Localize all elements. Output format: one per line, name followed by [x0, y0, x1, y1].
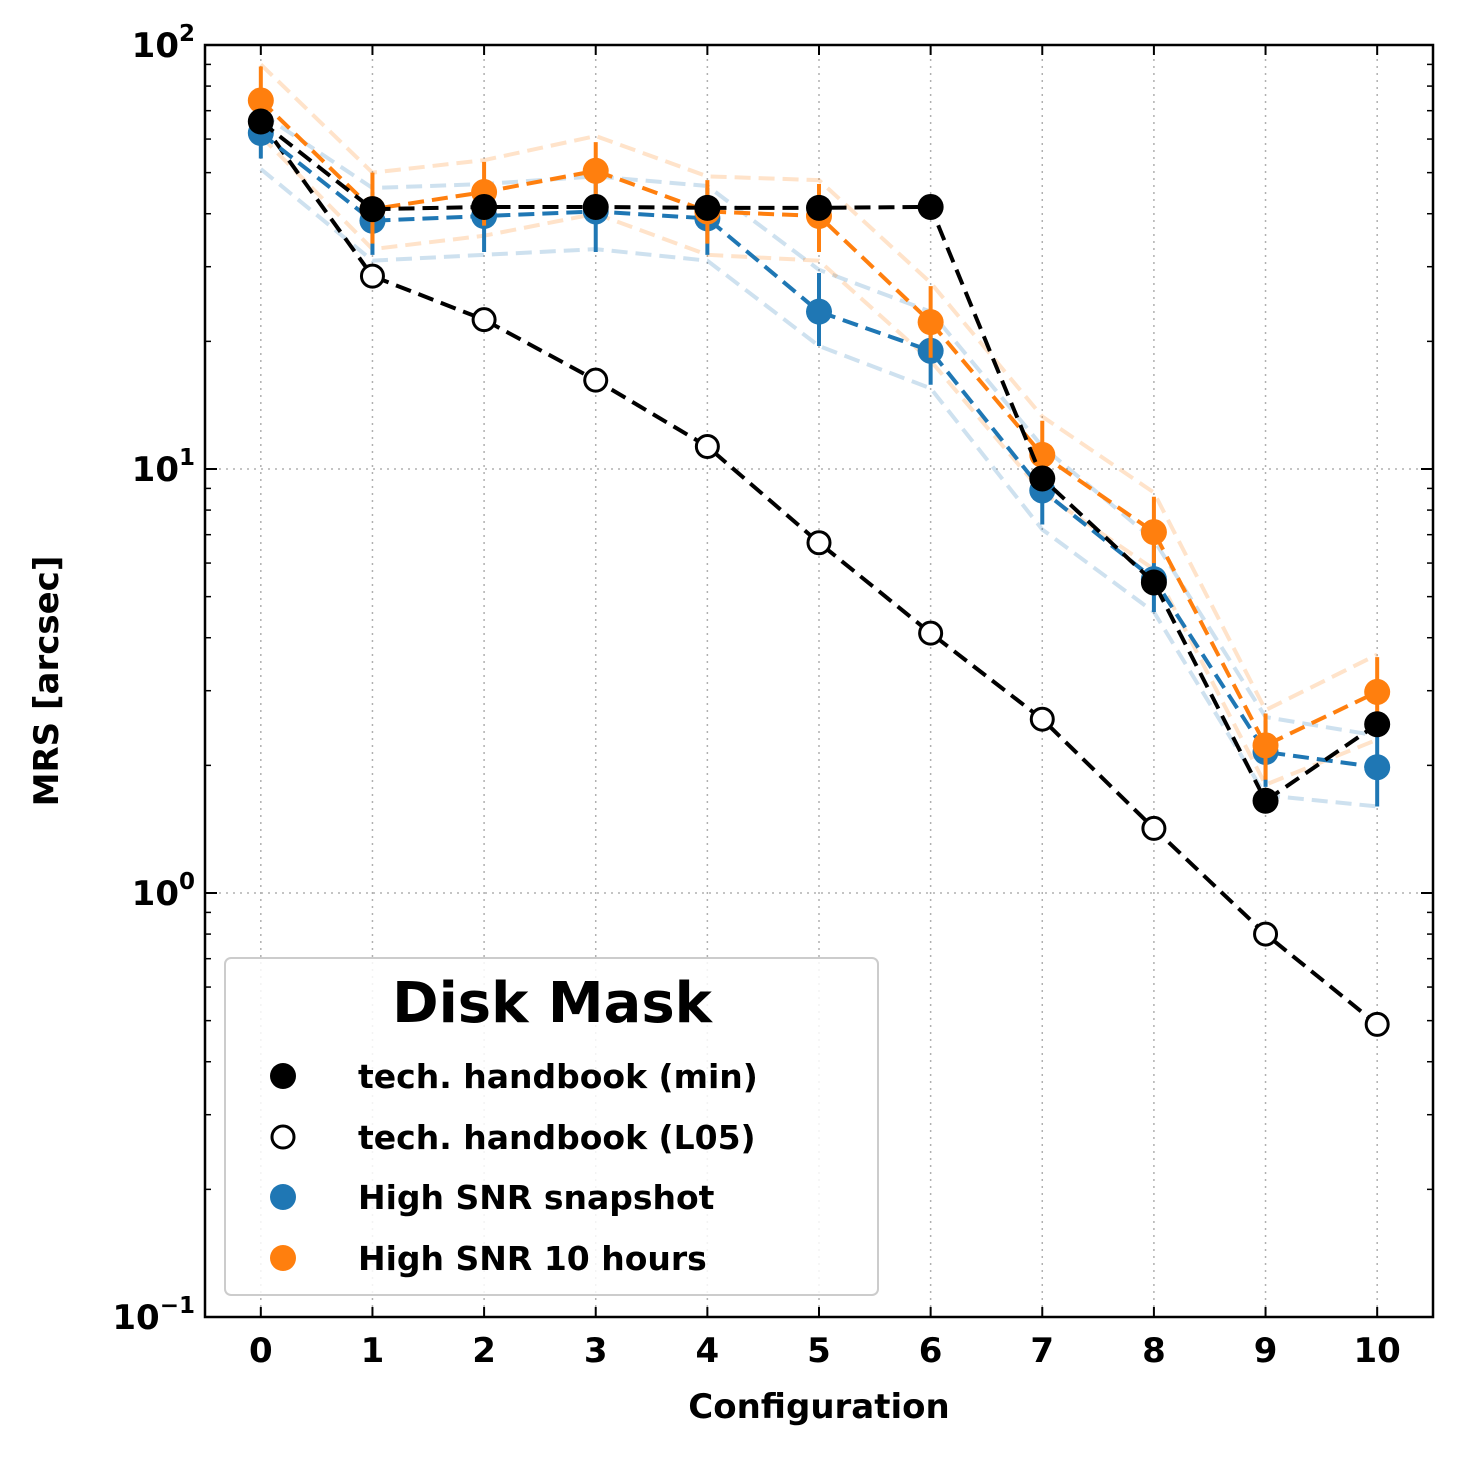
legend-title: Disk Mask — [392, 971, 714, 1036]
legend-box — [224, 957, 879, 1296]
legend-label: High SNR snapshot — [358, 1178, 715, 1217]
data-point — [1252, 787, 1279, 814]
y-tick-label: 102 — [132, 21, 195, 66]
data-point — [1141, 815, 1167, 841]
data-point — [1364, 1011, 1390, 1037]
data-point — [1140, 519, 1167, 546]
x-tick-label: 8 — [1142, 1331, 1166, 1371]
uncertainty-band-line — [259, 134, 1378, 788]
data-point — [917, 309, 944, 336]
y-tick-label: 101 — [132, 445, 195, 490]
data-point — [1364, 754, 1391, 781]
data-point — [1252, 732, 1279, 759]
data-point — [359, 263, 385, 289]
x-tick-label: 9 — [1254, 1331, 1278, 1371]
data-point — [1253, 921, 1279, 947]
legend-marker — [270, 1245, 296, 1271]
data-series — [247, 66, 1391, 1037]
x-tick-label: 5 — [807, 1331, 831, 1371]
data-point — [247, 87, 274, 114]
legend-entry: High SNR snapshot — [270, 1178, 715, 1217]
data-point — [694, 433, 720, 459]
data-point — [247, 108, 274, 135]
x-tick-label: 4 — [696, 1331, 720, 1371]
data-point — [806, 194, 832, 221]
data-point — [1364, 678, 1391, 705]
x-tick-label: 0 — [249, 1331, 273, 1371]
data-point — [359, 196, 386, 223]
legend-marker — [270, 1124, 296, 1150]
legend-label: High SNR 10 hours — [358, 1239, 707, 1278]
legend-entry: tech. handbook (L05) — [270, 1118, 756, 1157]
x-tick-label: 3 — [584, 1331, 608, 1371]
data-point — [1029, 706, 1055, 732]
data-point — [582, 157, 609, 184]
x-tick-label: 1 — [361, 1331, 385, 1371]
data-point — [471, 307, 497, 333]
axes: 0 1 2 3 4 5 6 7 8 9 10 10−1 100 101 102 — [112, 21, 1435, 1371]
x-tick-label: 10 — [1354, 1331, 1401, 1371]
grid-lines — [205, 45, 1433, 1317]
data-point — [806, 298, 832, 325]
x-axis-title: Configuration — [688, 1387, 949, 1427]
data-point — [917, 193, 944, 220]
legend-label: tech. handbook (min) — [358, 1057, 758, 1096]
data-point — [1029, 465, 1056, 492]
data-point — [582, 193, 609, 220]
series-line — [259, 131, 1378, 770]
series-line — [259, 120, 1379, 1026]
data-point — [1364, 711, 1391, 738]
legend-label: tech. handbook (L05) — [358, 1118, 756, 1157]
y-tick-label: 100 — [132, 869, 195, 914]
data-point — [471, 193, 498, 220]
series-0 — [247, 108, 1391, 814]
data-point — [806, 530, 832, 556]
legend-marker — [270, 1184, 296, 1210]
data-point — [918, 620, 944, 646]
legend: Disk Mask tech. handbook (min) tech. hand… — [224, 957, 879, 1296]
data-point — [583, 367, 609, 393]
data-point — [1140, 569, 1167, 596]
uncertainty-band-line — [259, 167, 1378, 809]
legend-entry: High SNR 10 hours — [270, 1239, 707, 1278]
x-tick-label: 6 — [919, 1331, 943, 1371]
x-tick-label: 7 — [1030, 1331, 1054, 1371]
legend-entry: tech. handbook (min) — [270, 1057, 758, 1096]
x-tick-label: 2 — [472, 1331, 496, 1371]
uncertainty-band-line — [259, 62, 1379, 713]
data-point — [694, 194, 721, 221]
y-axis-title: MRS [arcsec] — [27, 556, 67, 807]
y-tick-label: 10−1 — [112, 1293, 195, 1338]
legend-marker — [270, 1063, 296, 1089]
